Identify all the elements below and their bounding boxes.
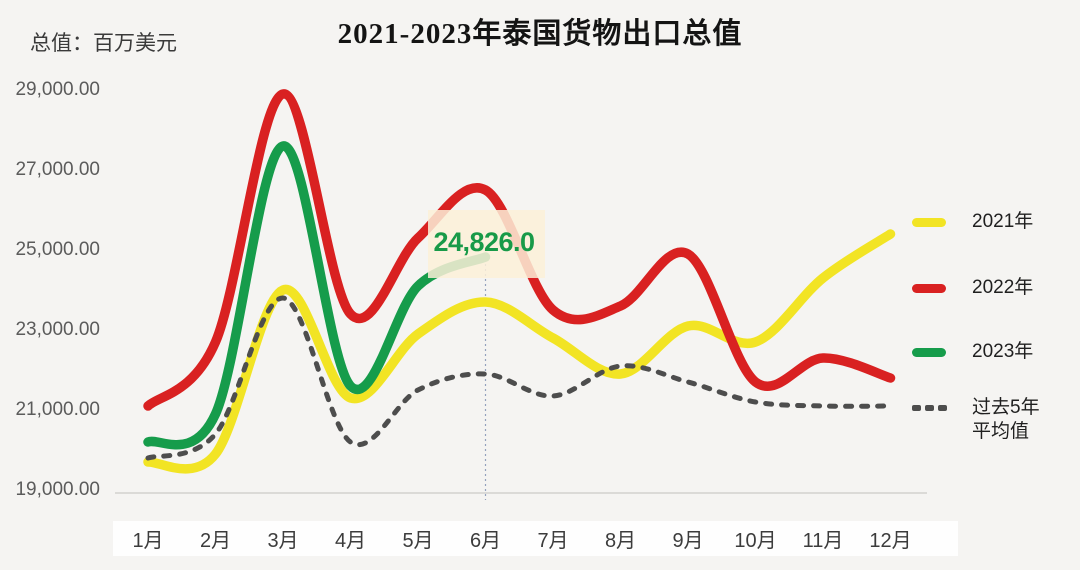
annotation-highlight <box>428 210 545 278</box>
legend-swatch-2022年 <box>912 276 972 300</box>
y-axis-tick-label: 21,000.00 <box>15 399 100 420</box>
legend-swatch-2023年 <box>912 340 972 364</box>
legend-item-2021年: 2021年 <box>912 210 1033 234</box>
x-axis-label: 9月 <box>672 530 704 552</box>
series-line-2023年 <box>143 141 491 450</box>
x-axis-label: 10月 <box>734 530 777 552</box>
legend-dash-icon <box>925 405 934 411</box>
x-axis-label: 4月 <box>334 530 367 552</box>
y-axis-tick-label: 29,000.00 <box>15 79 100 100</box>
legend-swatch-2021年 <box>912 210 972 234</box>
x-axis-label: 5月 <box>402 530 434 552</box>
legend-line-icon <box>912 347 946 357</box>
legend-item-2022年: 2022年 <box>912 276 1033 300</box>
x-axis-label: 6月 <box>469 530 502 552</box>
legend-dash-icon <box>938 405 947 411</box>
legend-swatch-过去5年平均值 <box>912 396 972 420</box>
legend-label: 2021年 <box>972 211 1034 232</box>
legend-item-2023年: 2023年 <box>912 340 1033 364</box>
x-axis-label: 8月 <box>604 530 637 552</box>
y-axis-tick-label: 19,000.00 <box>15 479 100 500</box>
annotation-value-label: 24,826.0 <box>433 227 535 257</box>
y-axis-tick-label: 25,000.00 <box>15 239 100 260</box>
x-axis-label: 11月 <box>802 530 844 552</box>
x-axis-label: 2月 <box>199 530 232 552</box>
y-axis-tick-label: 23,000.00 <box>15 319 100 340</box>
unit-label: 总值：百万美元 <box>30 31 177 55</box>
legend-label: 2022年 <box>972 277 1034 298</box>
series-line-过去5年平均值 <box>145 295 893 461</box>
x-axis-label: 12月 <box>869 530 912 552</box>
legend-dash-icon <box>912 405 921 411</box>
y-axis-tick-label: 27,000.00 <box>15 159 100 180</box>
x-axis-label: 7月 <box>537 530 569 552</box>
x-axis-label: 3月 <box>267 530 299 552</box>
chart-title: 2021-2023年泰国货物出口总值 <box>337 18 743 50</box>
legend-label: 2023年 <box>972 341 1034 362</box>
series-line-2022年 <box>143 89 896 411</box>
x-axis-band <box>113 521 958 556</box>
x-axis-label: 1月 <box>132 530 164 552</box>
legend-line-icon <box>912 283 946 293</box>
legend-label: 过去5年 平均值 <box>972 397 1040 442</box>
legend-line-icon <box>912 217 946 227</box>
legend-item-过去5年平均值: 过去5年 平均值 <box>912 396 1040 444</box>
